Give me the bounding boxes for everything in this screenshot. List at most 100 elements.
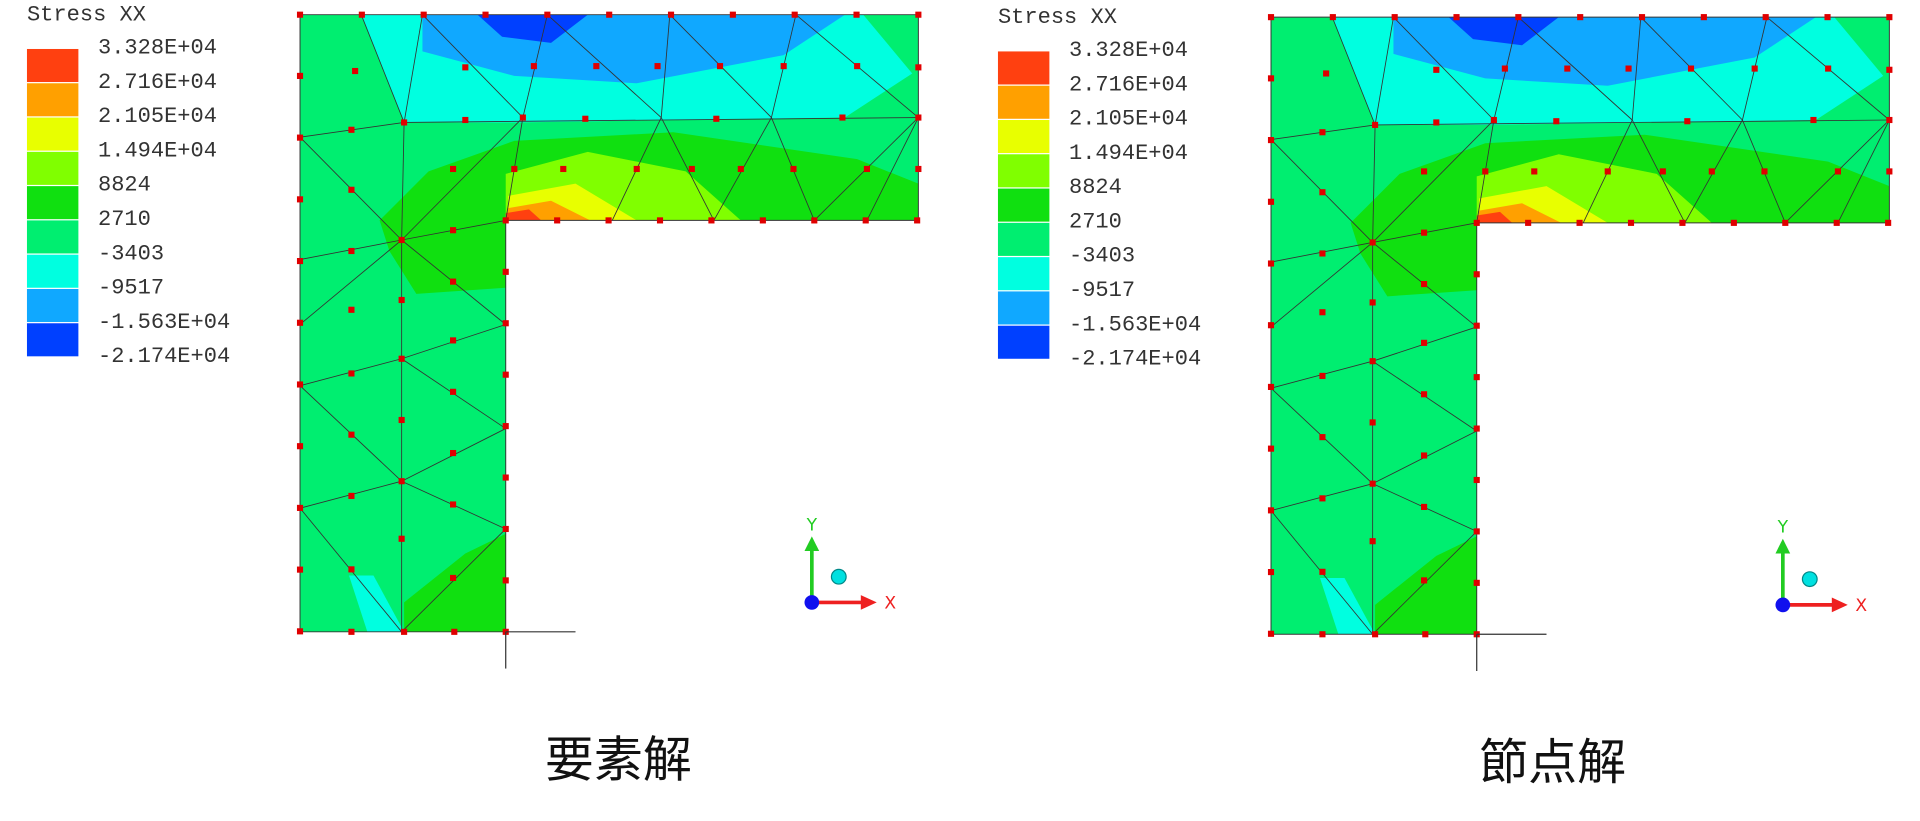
panel: Stress XX 3.328E+04 2.716E+04 2.105E+04 1.49… bbox=[26, 3, 922, 788]
contour-band bbox=[1375, 536, 1477, 635]
node bbox=[1684, 118, 1691, 125]
legend-title: Stress XX bbox=[998, 5, 1117, 30]
node bbox=[605, 217, 612, 224]
node bbox=[554, 217, 561, 224]
node bbox=[1525, 219, 1532, 226]
node bbox=[582, 115, 589, 122]
legend-label: 2.716E+04 bbox=[1069, 72, 1188, 97]
mesh-edge bbox=[1375, 119, 1890, 126]
node bbox=[1369, 419, 1376, 426]
node bbox=[462, 64, 469, 71]
node bbox=[1762, 14, 1769, 21]
node bbox=[296, 628, 304, 635]
node bbox=[296, 566, 304, 573]
mesh-edge bbox=[403, 14, 423, 123]
node bbox=[1319, 189, 1326, 196]
node bbox=[348, 628, 355, 635]
node bbox=[914, 217, 921, 224]
node bbox=[1679, 219, 1686, 226]
node bbox=[1751, 65, 1758, 72]
node bbox=[296, 381, 304, 388]
legend-label: 8824 bbox=[98, 173, 151, 198]
node bbox=[1659, 168, 1666, 175]
mesh-edge bbox=[1331, 16, 1376, 126]
node bbox=[348, 126, 355, 133]
node bbox=[296, 504, 304, 511]
node bbox=[502, 320, 509, 327]
node bbox=[296, 72, 304, 79]
contour-band bbox=[1448, 17, 1559, 46]
node bbox=[1267, 630, 1275, 637]
node bbox=[502, 268, 509, 275]
legend-swatch bbox=[26, 48, 79, 83]
node bbox=[348, 566, 355, 573]
node bbox=[1421, 281, 1428, 288]
legend-swatch bbox=[997, 325, 1050, 359]
node bbox=[1267, 322, 1275, 329]
node bbox=[1482, 168, 1489, 175]
contour-band bbox=[1476, 211, 1513, 223]
node bbox=[915, 64, 922, 71]
node bbox=[862, 217, 869, 224]
node bbox=[1267, 383, 1275, 390]
node bbox=[1473, 219, 1480, 226]
node bbox=[398, 236, 405, 244]
node bbox=[502, 474, 509, 481]
node bbox=[544, 11, 551, 18]
node bbox=[450, 337, 457, 344]
node bbox=[1433, 66, 1440, 73]
node bbox=[1473, 271, 1480, 278]
node bbox=[688, 165, 695, 173]
node bbox=[398, 478, 405, 485]
x-axis-label: X bbox=[884, 594, 896, 614]
node bbox=[462, 116, 469, 124]
node bbox=[348, 186, 355, 193]
node bbox=[1421, 168, 1428, 175]
mesh-edge bbox=[1631, 17, 1642, 121]
z-dot bbox=[1775, 597, 1791, 613]
contour-band bbox=[505, 209, 542, 221]
node bbox=[450, 165, 457, 173]
node bbox=[358, 11, 365, 18]
legend-label: 3.328E+04 bbox=[1069, 38, 1188, 63]
node bbox=[1433, 119, 1440, 126]
node bbox=[654, 63, 661, 70]
node bbox=[1421, 229, 1428, 236]
legend-swatch bbox=[26, 254, 79, 288]
legend-swatch bbox=[997, 119, 1050, 154]
legend-swatch bbox=[997, 85, 1050, 119]
node bbox=[450, 388, 457, 395]
legend-swatch bbox=[997, 257, 1050, 291]
node bbox=[1422, 631, 1429, 638]
mesh-edge bbox=[1270, 242, 1373, 328]
node bbox=[296, 257, 304, 265]
node bbox=[1267, 14, 1275, 21]
node bbox=[352, 67, 359, 75]
legend-label: -1.563E+04 bbox=[98, 310, 230, 335]
node bbox=[450, 574, 457, 582]
legend-swatch bbox=[26, 151, 79, 185]
node bbox=[1319, 568, 1326, 575]
node bbox=[1761, 168, 1768, 175]
legend-label: 2.105E+04 bbox=[98, 104, 217, 129]
node bbox=[863, 165, 871, 173]
node bbox=[296, 319, 304, 326]
legend-title: Stress XX bbox=[27, 3, 146, 28]
node bbox=[1267, 445, 1275, 452]
node bbox=[502, 371, 509, 378]
node bbox=[502, 577, 509, 584]
node bbox=[593, 63, 600, 70]
node bbox=[1372, 121, 1379, 128]
mesh-edge bbox=[1631, 119, 1686, 224]
node bbox=[1833, 219, 1840, 226]
legend-label: -3403 bbox=[98, 241, 164, 266]
node bbox=[398, 416, 405, 424]
node bbox=[398, 355, 405, 362]
node bbox=[296, 196, 304, 203]
mesh-edge bbox=[401, 122, 405, 241]
mesh-edge bbox=[866, 117, 919, 221]
node bbox=[708, 217, 715, 224]
node bbox=[791, 11, 798, 18]
